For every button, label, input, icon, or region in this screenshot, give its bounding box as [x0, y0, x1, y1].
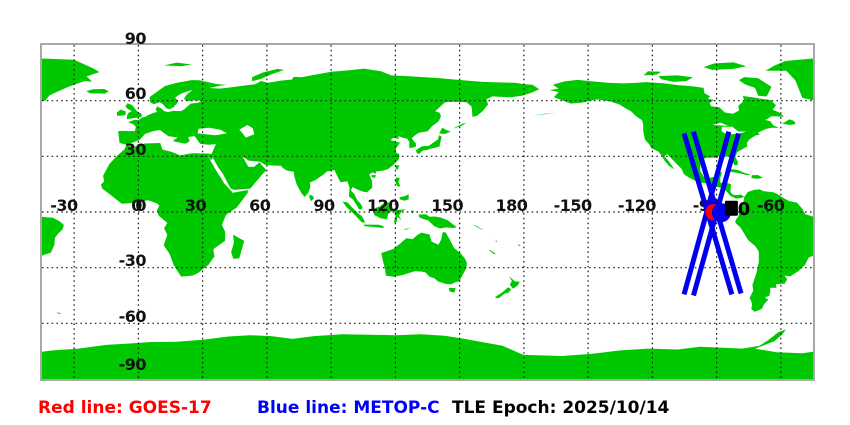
land-new_caledonia [488, 249, 496, 254]
land-victoria_island [658, 74, 693, 82]
land-ellesmere [703, 61, 746, 70]
graticule [41, 44, 813, 379]
land-fiji [517, 243, 521, 246]
legend: Red line: GOES-17 Blue line: METOP-C TLE… [0, 400, 850, 420]
land-borneo [372, 201, 393, 219]
land-madagascar [230, 234, 244, 259]
land-taiwan [395, 164, 399, 170]
land-svalbard [163, 62, 192, 66]
land-uk [124, 102, 142, 119]
legend-goes17: Red line: GOES-17 [38, 398, 212, 418]
land-sumatra [341, 201, 365, 223]
land-antarctica [523, 329, 813, 379]
land-mindanao [399, 193, 409, 201]
land-nz_south [494, 286, 511, 298]
land-nz_north [508, 275, 520, 289]
land-ireland [116, 109, 126, 116]
land-aleutians [527, 112, 556, 116]
land-copy [41, 58, 539, 379]
land-south_georgia [56, 311, 61, 314]
land-hokkaido [438, 127, 451, 134]
land-north_america [549, 79, 784, 199]
land-sri_lanka [308, 194, 314, 201]
land-banks [643, 70, 661, 75]
world-map [39, 42, 815, 381]
land-australia [380, 231, 467, 284]
land-hispaniola [750, 174, 763, 179]
land-kurils [452, 122, 466, 129]
legend-metopc: Blue line: METOP-C [257, 398, 440, 418]
land-solomons [472, 223, 484, 230]
land-vanuatu [495, 239, 497, 242]
land-baffin [738, 76, 771, 96]
land-copy [523, 58, 813, 379]
land-novaya_zemlya [251, 68, 284, 81]
land-sulawesi [393, 208, 406, 222]
land-java [363, 224, 384, 228]
land-luzon [394, 177, 400, 187]
land-south_america [734, 188, 813, 312]
land-africa [100, 142, 248, 277]
land-japan_main [415, 134, 442, 154]
land-tasmania [448, 287, 456, 292]
legend-tle-epoch: TLE Epoch: 2025/10/14 [452, 398, 670, 418]
land-greenland [41, 58, 99, 101]
land-south_america [41, 216, 64, 256]
land-new_guinea [418, 213, 457, 228]
land-cuba [727, 168, 750, 175]
land-antarctica [41, 333, 524, 379]
land-iceland [85, 88, 109, 94]
land-timor [403, 227, 411, 230]
land-eurasia [117, 68, 539, 209]
land-hainan [370, 174, 376, 178]
water-great_lakes_west [711, 122, 728, 126]
land-newfoundland [781, 118, 796, 125]
water-caspian_sea [238, 124, 254, 138]
water-black_sea [197, 127, 227, 135]
land-greenland [764, 58, 813, 100]
